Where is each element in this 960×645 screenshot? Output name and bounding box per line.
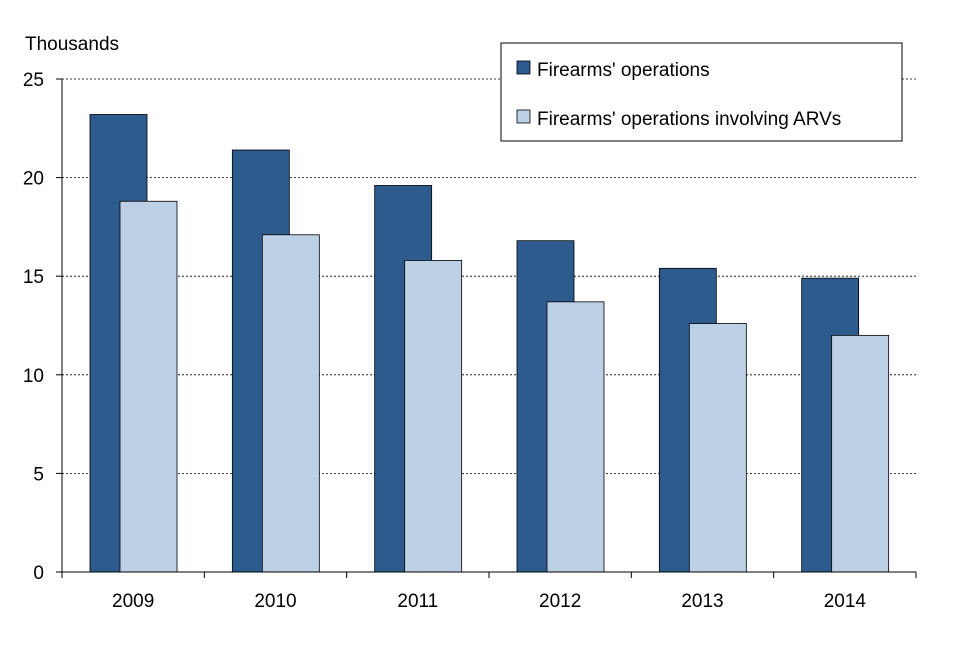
bar-firearms-operations-arvs: [688, 323, 747, 573]
y-tick-label: 15: [23, 267, 44, 288]
legend-swatch-firearms-operations-arvs: [516, 109, 531, 124]
legend-swatch-firearms-operations: [516, 60, 531, 75]
y-tick-label: 0: [33, 563, 44, 584]
x-tick-label: 2013: [681, 591, 723, 612]
legend-label-firearms-operations-arvs: Firearms' operations involving ARVs: [537, 109, 841, 130]
x-tick-label: 2009: [112, 591, 154, 612]
y-tick-label: 5: [33, 464, 44, 485]
axes: [61, 79, 916, 573]
x-tick-label: 2012: [539, 591, 581, 612]
y-tick-label: 25: [23, 70, 44, 91]
bars: [89, 114, 890, 573]
y-tick-label: 20: [23, 169, 44, 190]
x-tick-label: 2014: [824, 591, 867, 612]
legend: Firearms' operations Firearms' operation…: [500, 42, 903, 142]
legend-box: [500, 42, 903, 142]
bar-firearms-operations-arvs: [404, 260, 463, 573]
bar-firearms-operations-arvs: [546, 301, 605, 573]
y-tick-label: 10: [23, 366, 44, 387]
x-tick-label: 2010: [254, 591, 296, 612]
ticks: 0 5 10 15 20 25 2009 2010 2011 2012 2013 2014: [23, 70, 917, 612]
legend-label-firearms-operations: Firearms' operations: [537, 60, 710, 81]
y-axis-label: Thousands: [25, 34, 119, 55]
bar-firearms-operations-arvs: [831, 334, 890, 573]
bar-firearms-operations-arvs: [119, 200, 178, 573]
bar-firearms-operations-arvs: [261, 234, 320, 573]
x-tick-label: 2011: [397, 591, 438, 612]
